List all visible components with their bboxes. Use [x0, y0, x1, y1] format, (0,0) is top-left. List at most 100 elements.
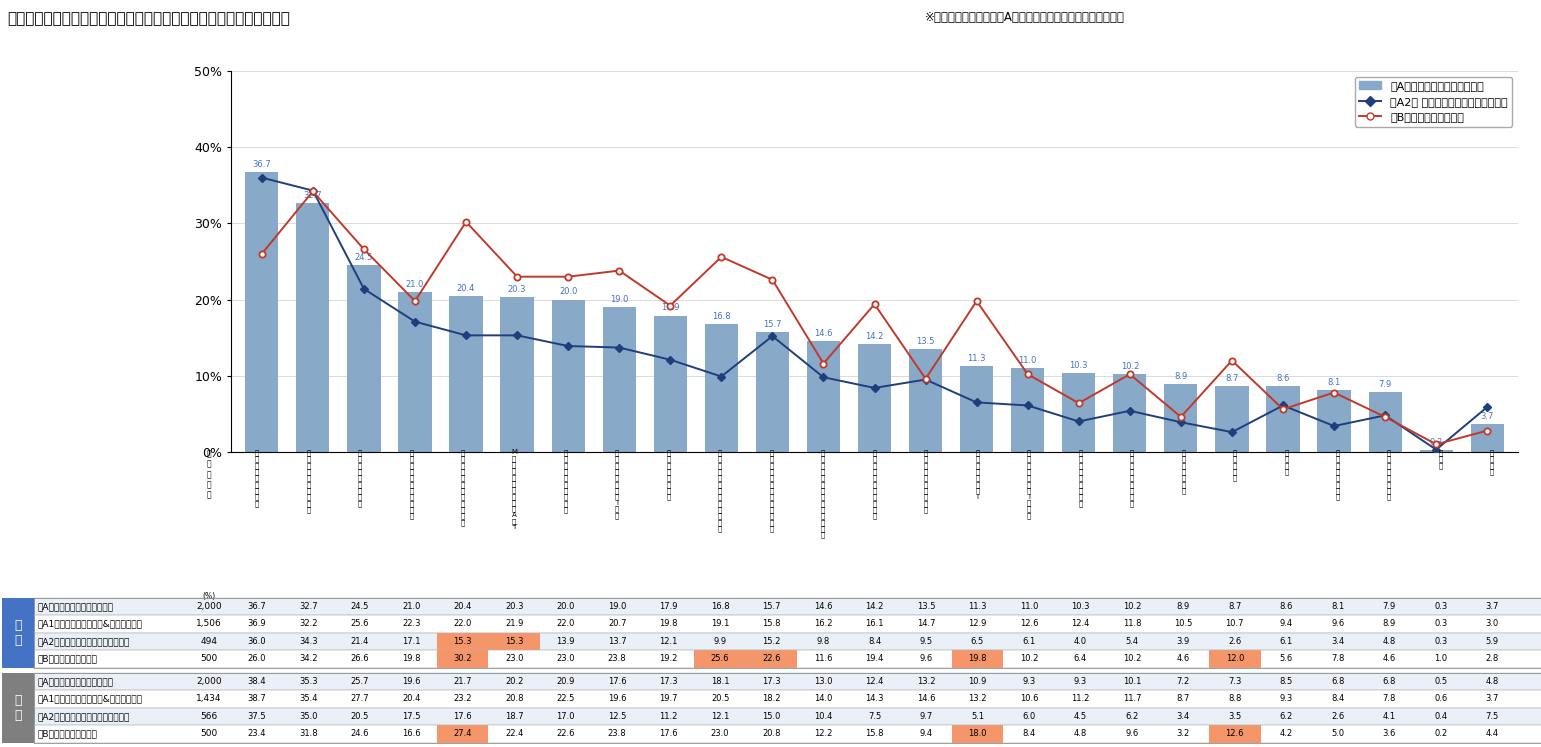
Text: 11.0: 11.0 — [1020, 602, 1039, 611]
Text: 9.5: 9.5 — [920, 637, 932, 646]
Text: 8.7: 8.7 — [1177, 695, 1190, 704]
Bar — [909, 349, 942, 452]
Text: 12.6: 12.6 — [1020, 619, 1039, 628]
Bar — [1113, 374, 1147, 452]
Bar — [653, 315, 687, 452]
Text: そ
の
他: そ の 他 — [1439, 449, 1442, 468]
Text: 14.6: 14.6 — [814, 602, 832, 611]
Text: 15.0: 15.0 — [763, 712, 781, 721]
Text: 16.8: 16.8 — [712, 312, 730, 321]
Text: 20.8: 20.8 — [505, 695, 524, 704]
Bar — [960, 366, 994, 452]
Text: 18.7: 18.7 — [505, 712, 524, 721]
Bar — [1011, 368, 1045, 452]
Text: 7.9: 7.9 — [1382, 602, 1396, 611]
Text: 置
契
さ
約
れ
後
て
の: 置 契 さ 約 れ 後 て の — [1387, 449, 1392, 500]
Bar — [34, 672, 1541, 743]
Bar — [245, 173, 279, 452]
Text: 21.0: 21.0 — [405, 280, 424, 289]
Text: 32.7: 32.7 — [299, 602, 317, 611]
Text: 19.7: 19.7 — [660, 695, 678, 704]
Text: 10.2: 10.2 — [1020, 654, 1039, 663]
Text: 13.5: 13.5 — [917, 337, 935, 346]
Text: 前
回: 前 回 — [14, 694, 22, 722]
Bar — [1062, 374, 1096, 452]
Text: 13.2: 13.2 — [917, 677, 935, 686]
Text: 今
回: 今 回 — [14, 619, 22, 647]
Text: 25.7: 25.7 — [350, 677, 370, 686]
Text: 35.4: 35.4 — [299, 695, 317, 704]
Text: 6.0: 6.0 — [1022, 712, 1036, 721]
Text: 24.6: 24.6 — [350, 729, 370, 738]
Text: 10.5: 10.5 — [1174, 619, 1193, 628]
Text: 3.0: 3.0 — [1486, 619, 1499, 628]
Text: 23.0: 23.0 — [556, 654, 575, 663]
Text: 5.0: 5.0 — [1331, 729, 1344, 738]
Text: 8.6: 8.6 — [1279, 602, 1293, 611]
Text: 3.9: 3.9 — [1177, 637, 1190, 646]
Text: 17.6: 17.6 — [607, 677, 627, 686]
Bar — [34, 598, 1541, 668]
Text: 9.7: 9.7 — [920, 712, 932, 721]
Text: 申
込
手
続
が
簡
単
で
あ
る
こ
と: 申 込 手 続 が 簡 単 で あ る こ と — [461, 449, 465, 526]
Text: 3.7: 3.7 — [1486, 695, 1499, 704]
Text: 36.7: 36.7 — [248, 602, 267, 611]
Text: 38.7: 38.7 — [248, 695, 267, 704]
Text: 4.0: 4.0 — [1074, 637, 1086, 646]
Text: 20.8: 20.8 — [763, 729, 781, 738]
Bar — [34, 633, 1541, 650]
Text: 1,434: 1,434 — [196, 695, 222, 704]
Text: 15.3: 15.3 — [453, 637, 472, 646]
Text: 14.3: 14.3 — [865, 695, 885, 704]
Text: 3.7: 3.7 — [1486, 602, 1499, 611]
Bar — [1419, 450, 1453, 452]
Text: ※縦棒グラフの数値：【A】銀行カードローン利用者のスコア: ※縦棒グラフの数値：【A】銀行カードローン利用者のスコア — [925, 11, 1125, 24]
Text: 20.2: 20.2 — [505, 677, 524, 686]
Bar — [552, 300, 584, 452]
Text: 8.8: 8.8 — [1228, 695, 1242, 704]
Bar — [501, 297, 533, 452]
Text: 13.9: 13.9 — [556, 637, 575, 646]
Text: 20.4: 20.4 — [453, 602, 472, 611]
Text: 500: 500 — [200, 729, 217, 738]
Text: 11.7: 11.7 — [1122, 695, 1142, 704]
Bar — [488, 633, 539, 650]
Bar — [34, 690, 1541, 707]
Text: 10.9: 10.9 — [968, 677, 986, 686]
Bar — [1267, 386, 1299, 452]
Text: 9.6: 9.6 — [1125, 729, 1139, 738]
Text: 31.8: 31.8 — [299, 729, 317, 738]
Text: 20.3: 20.3 — [505, 602, 524, 611]
Text: 》B》貸金業のみ利用者: 》B》貸金業のみ利用者 — [39, 729, 99, 738]
Text: 9.9: 9.9 — [713, 637, 727, 646]
Text: 4.8: 4.8 — [1382, 637, 1396, 646]
Text: 7.3: 7.3 — [1228, 677, 1242, 686]
Text: 38.4: 38.4 — [248, 677, 267, 686]
Text: 会
社
が
信
頼
で
き
る
こ
と: 会 社 が 信 頼 で き る こ と — [307, 449, 310, 513]
Text: 17.9: 17.9 — [660, 602, 678, 611]
Text: 22.6: 22.6 — [763, 654, 781, 663]
Text: 4.4: 4.4 — [1486, 729, 1499, 738]
Text: 》B》貸金業のみ利用者: 》B》貸金業のみ利用者 — [39, 654, 99, 663]
Text: 0.3: 0.3 — [1435, 619, 1447, 628]
Text: 32.2: 32.2 — [299, 619, 317, 628]
Text: 20.0: 20.0 — [559, 288, 578, 297]
Text: サ
ン
プ
ル
数: サ ン プ ル 数 — [206, 449, 211, 500]
Text: 20.9: 20.9 — [556, 677, 575, 686]
Text: 6.5: 6.5 — [971, 637, 985, 646]
Text: 13.5: 13.5 — [917, 602, 935, 611]
Bar — [347, 265, 381, 452]
Text: 22.4: 22.4 — [505, 729, 524, 738]
Text: 25.6: 25.6 — [350, 619, 370, 628]
Text: 0.4: 0.4 — [1435, 712, 1447, 721]
Text: 6.1: 6.1 — [1022, 637, 1036, 646]
Text: 6.4: 6.4 — [1074, 654, 1086, 663]
Text: 23.8: 23.8 — [607, 729, 627, 738]
Text: 11.8: 11.8 — [1122, 619, 1142, 628]
Text: 14.7: 14.7 — [917, 619, 935, 628]
Text: M
借
・
入
無
手
人
続
機
が
A
が
T: M 借 ・ 入 無 手 人 続 機 が A が T — [512, 449, 518, 530]
Text: 8.4: 8.4 — [1331, 695, 1344, 704]
Text: 17.6: 17.6 — [453, 712, 472, 721]
Text: 8.1: 8.1 — [1331, 602, 1344, 611]
Text: 12.6: 12.6 — [1225, 729, 1244, 738]
